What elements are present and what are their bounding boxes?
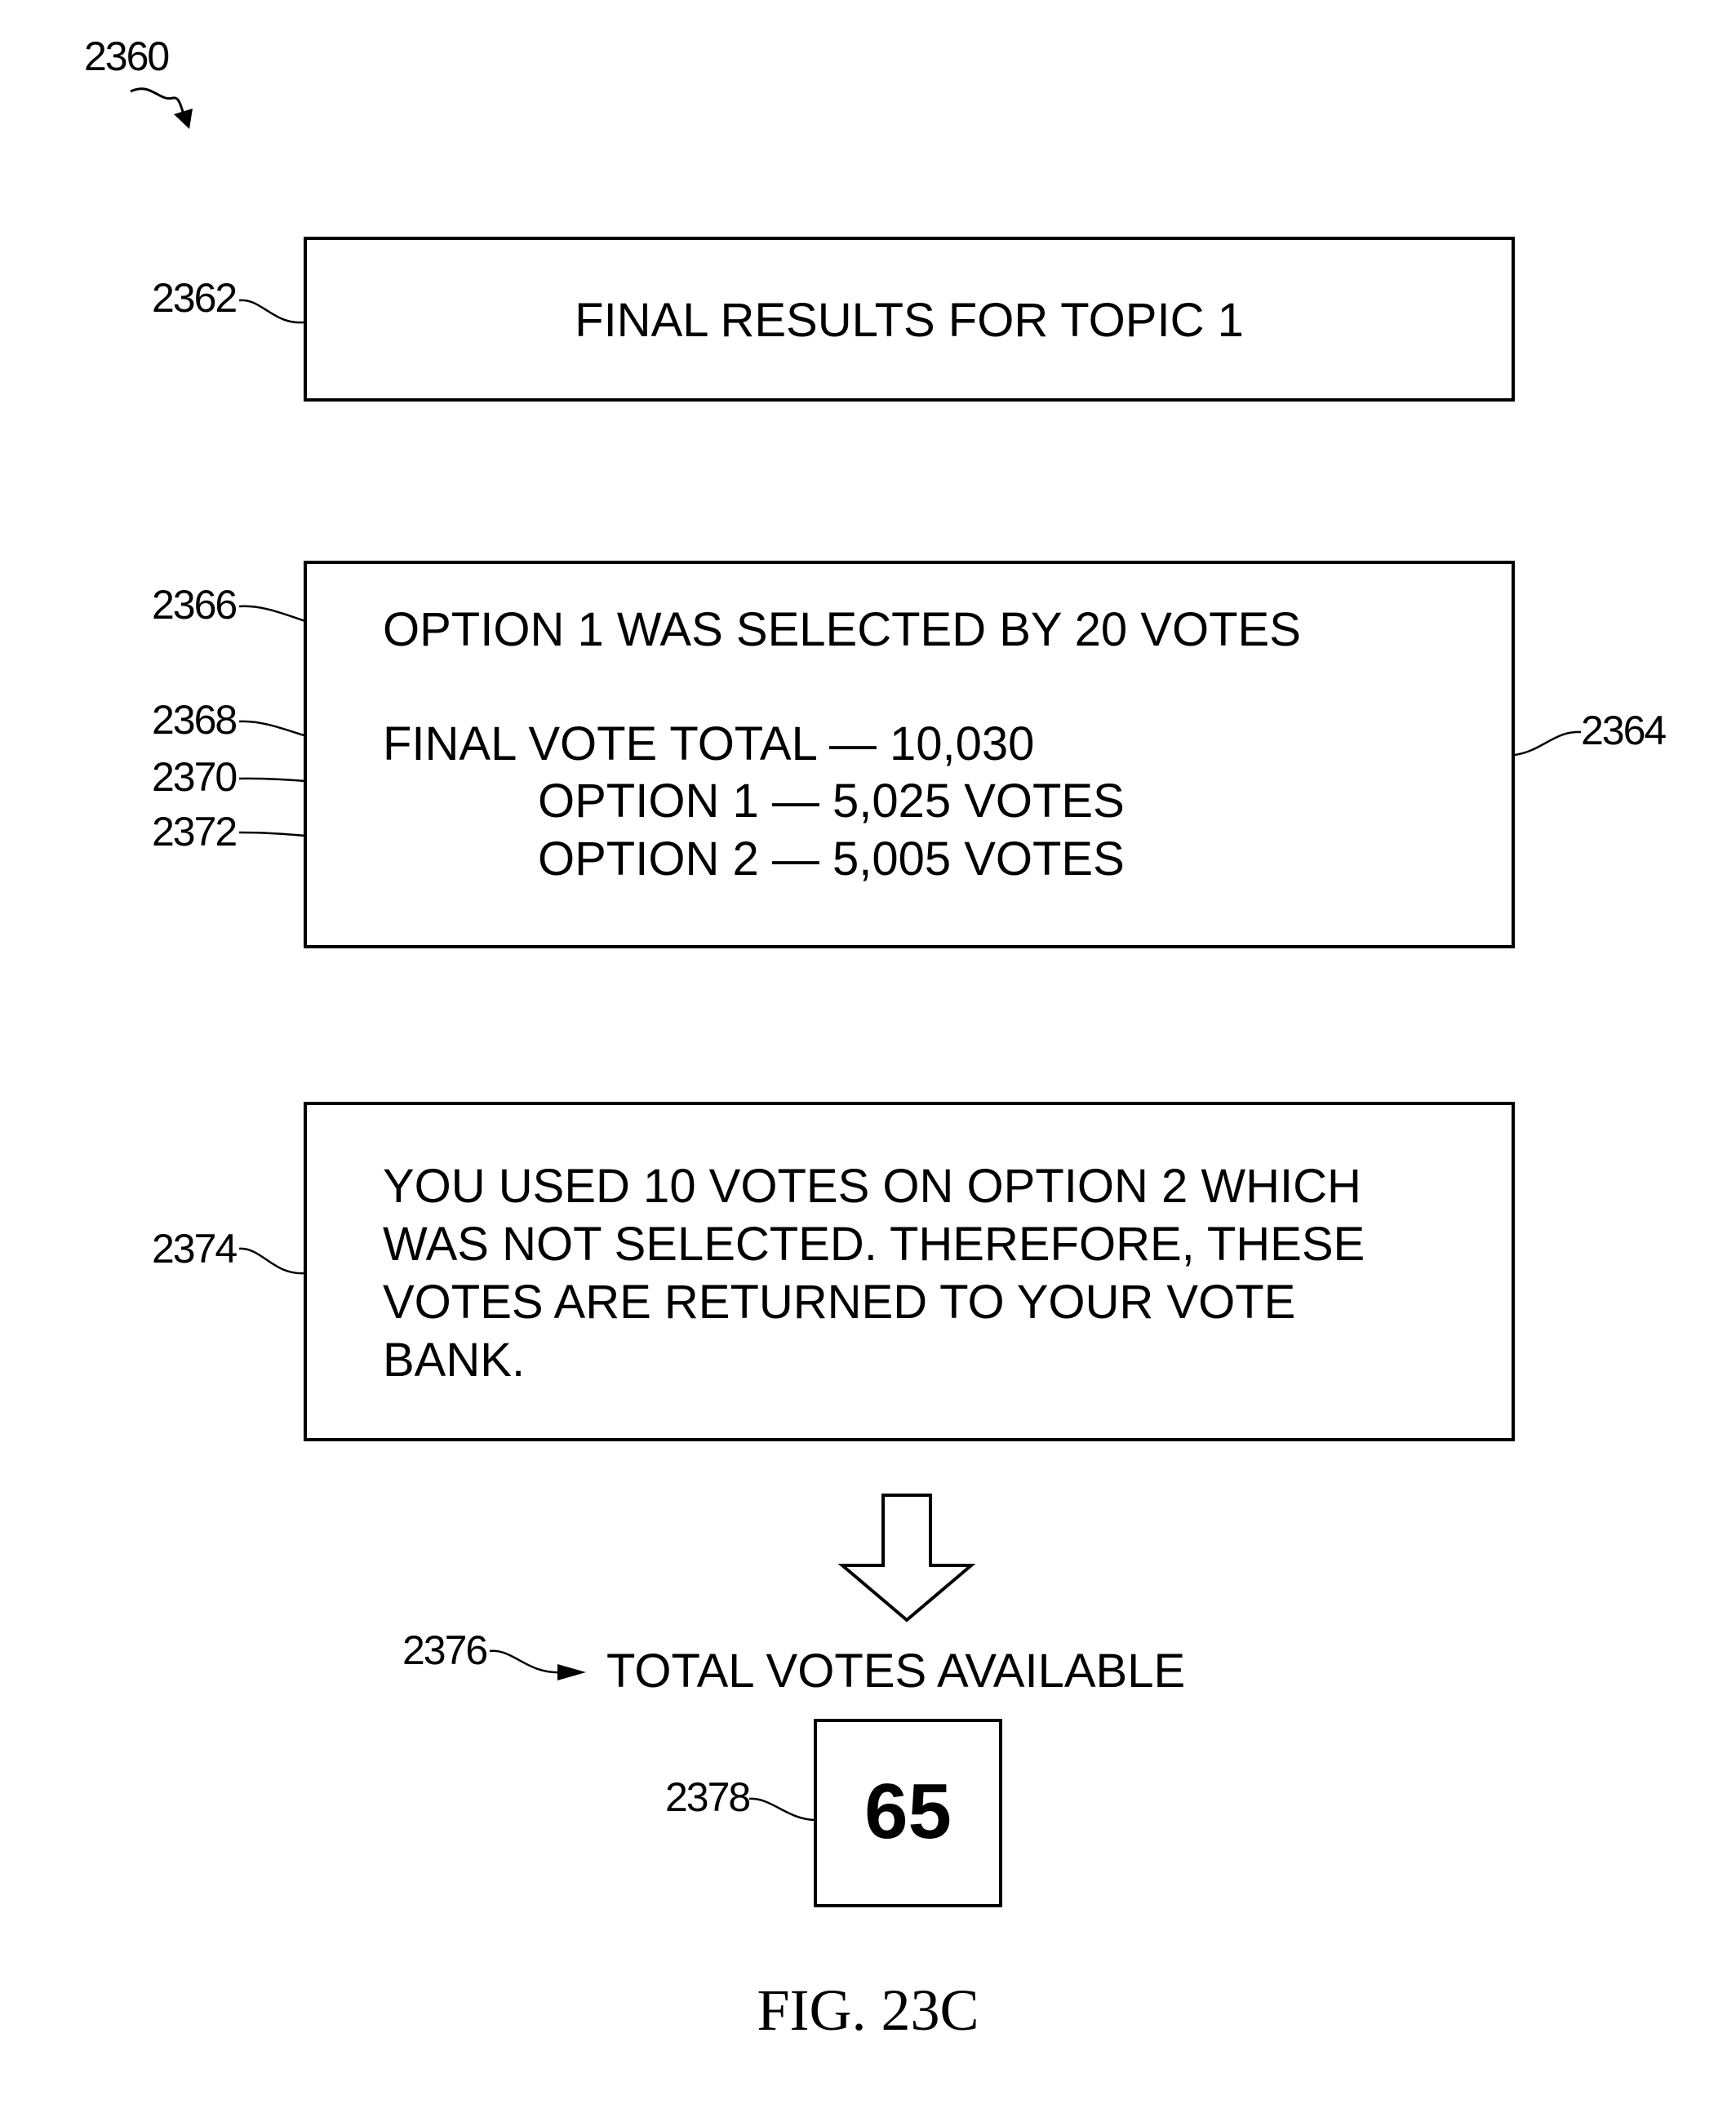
final-vote-total-line: FINAL VOTE TOTAL — 10,030 [383,721,1034,768]
ref-2364: 2364 [1581,710,1665,751]
ref-2378: 2378 [665,1777,749,1818]
option-2-votes-line: OPTION 2 — 5,005 VOTES [538,836,1125,883]
ref-2370: 2370 [152,757,236,797]
total-votes-available-label: TOTAL VOTES AVAILABLE [606,1648,1185,1695]
ref-2368: 2368 [152,699,236,740]
down-arrow-icon [842,1495,971,1620]
returned-votes-message-box: YOU USED 10 VOTES ON OPTION 2 WHICH WAS … [304,1102,1515,1441]
figure-caption: FIG. 23C [0,1981,1736,2040]
ref-2366: 2366 [152,584,236,625]
option-1-votes-line: OPTION 1 — 5,025 VOTES [538,778,1125,825]
ref-2362: 2362 [152,277,236,318]
leader-2364 [1515,732,1581,755]
selected-option-line: OPTION 1 WAS SELECTED BY 20 VOTES [383,606,1301,654]
vote-bank-count: 65 [817,1773,999,1851]
leader-2376 [490,1651,563,1672]
topic-results-header-box: FINAL RESULTS FOR TOPIC 1 [304,237,1515,402]
ref-2374: 2374 [152,1228,236,1269]
ref-2360: 2360 [84,36,168,77]
ref-2372: 2372 [152,811,236,852]
leader-2362 [239,300,304,322]
ref-2376: 2376 [402,1630,486,1671]
leader-2378 [749,1799,816,1820]
vote-results-box: OPTION 1 WAS SELECTED BY 20 VOTES FINAL … [304,561,1515,948]
vote-bank-count-box: 65 [814,1719,1002,1907]
topic-results-title: FINAL RESULTS FOR TOPIC 1 [307,297,1512,344]
returned-votes-message: YOU USED 10 VOTES ON OPTION 2 WHICH WAS … [383,1157,1395,1389]
leader-2374 [239,1249,304,1273]
